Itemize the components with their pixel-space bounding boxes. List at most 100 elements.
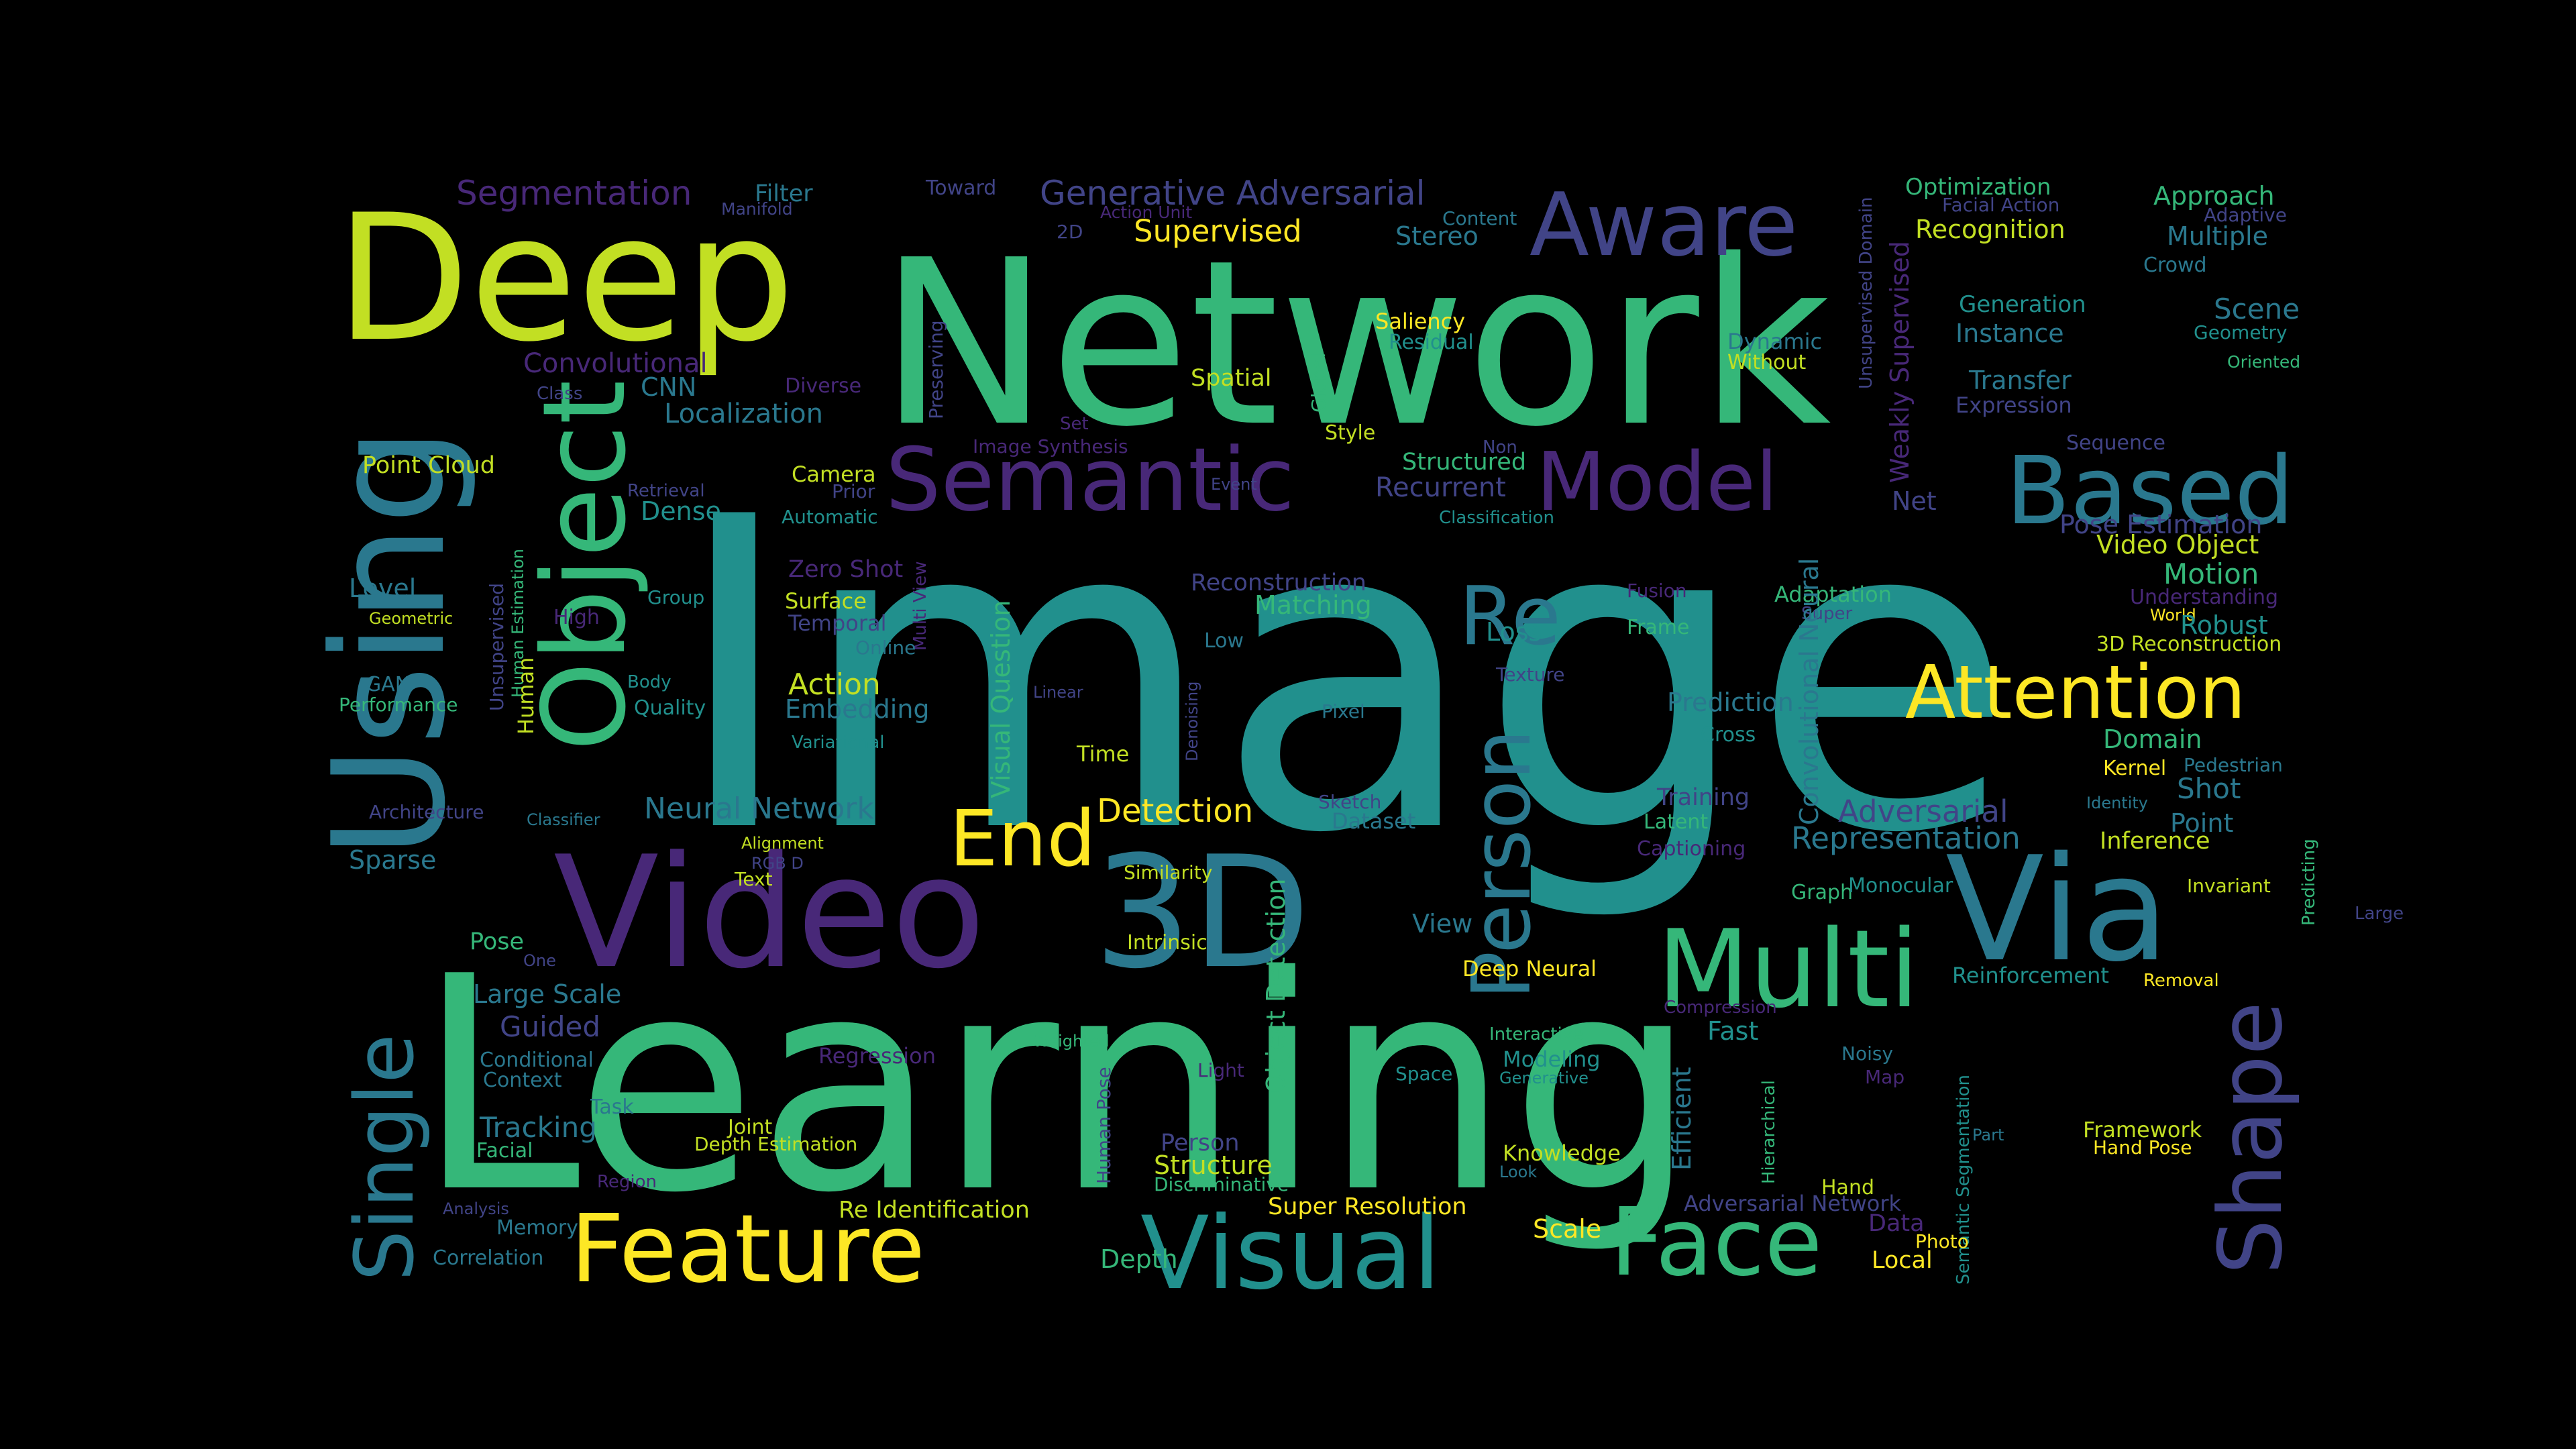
- word-robust: Robust: [2180, 610, 2268, 640]
- word-detection: Detection: [1097, 792, 1253, 830]
- word-classifier: Classifier: [527, 810, 600, 829]
- word-memory: Memory: [496, 1216, 578, 1240]
- word-text: Text: [734, 868, 773, 890]
- word-localization: Localization: [664, 398, 823, 429]
- word-pose: Pose: [470, 928, 524, 955]
- word-neural-network: Neural Network: [644, 792, 874, 826]
- word-2d: 2D: [1057, 221, 1083, 243]
- word-surface: Surface: [785, 588, 867, 614]
- word-cross: Cross: [1701, 723, 1756, 747]
- word-pedestrian: Pedestrian: [2184, 754, 2283, 776]
- word-frame: Frame: [1627, 616, 1689, 639]
- word-look: Look: [1499, 1163, 1537, 1181]
- word-re: Re: [1459, 570, 1561, 663]
- word-photo: Photo: [1915, 1230, 1969, 1252]
- word-reconstruction: Reconstruction: [1191, 570, 1366, 596]
- word-cnn: CNN: [641, 372, 696, 402]
- word-efficient: Efficient: [1667, 1067, 1697, 1171]
- word-region: Region: [597, 1172, 657, 1192]
- word-retrieval: Retrieval: [627, 481, 705, 501]
- word-aware: Aware: [1529, 174, 1798, 276]
- word-object-detection: Object Detection: [1261, 879, 1291, 1093]
- word-generative: Generative: [1499, 1069, 1589, 1087]
- word-point-cloud: Point Cloud: [362, 452, 495, 479]
- word-task: Task: [590, 1095, 634, 1119]
- word-understanding: Understanding: [2130, 586, 2278, 609]
- word-framework: Framework: [2083, 1117, 2202, 1142]
- word-geometry: Geometry: [2194, 321, 2288, 343]
- word-hand-pose: Hand Pose: [2093, 1136, 2192, 1159]
- word-adaptive: Adaptive: [2204, 204, 2287, 226]
- word-filter: Filter: [755, 180, 813, 207]
- word-variational: Variational: [792, 733, 885, 753]
- word-large: Large: [2355, 904, 2404, 924]
- word-manifold: Manifold: [721, 199, 793, 219]
- word-fusion: Fusion: [1627, 580, 1687, 602]
- word-toward: Toward: [925, 176, 996, 200]
- word-similarity: Similarity: [1124, 861, 1212, 883]
- word-sequence: Sequence: [2066, 431, 2165, 455]
- word-action-unit: Action Unit: [1100, 203, 1192, 222]
- word-space: Space: [1395, 1063, 1452, 1085]
- word-style: Style: [1325, 421, 1375, 445]
- word-predicting: Predicting: [2299, 839, 2319, 926]
- word-pose-estimation: Pose Estimation: [2059, 510, 2262, 539]
- word-super-resolution: Super Resolution: [1268, 1193, 1467, 1220]
- word-interactive: Interactive: [1489, 1024, 1583, 1044]
- word-optimization: Optimization: [1905, 174, 2051, 201]
- word-body: Body: [627, 672, 672, 692]
- word-view: View: [1412, 909, 1472, 938]
- word-prediction: Prediction: [1667, 688, 1794, 717]
- word-captioning: Captioning: [1637, 837, 1746, 861]
- word-regression: Regression: [818, 1043, 936, 1069]
- word-hierarchical: Hierarchical: [1759, 1080, 1779, 1184]
- word-map: Map: [1865, 1066, 1904, 1088]
- word-matching: Matching: [1254, 590, 1372, 620]
- word-content: Content: [1442, 207, 1517, 229]
- word-architecture: Architecture: [369, 801, 484, 823]
- word-intrinsic: Intrinsic: [1127, 931, 1208, 955]
- word-multi: Multi: [1657, 906, 1919, 1032]
- word-gan: GAN: [366, 673, 410, 696]
- word-low: Low: [1204, 629, 1244, 653]
- word-crowd: Crowd: [2143, 254, 2207, 277]
- word-saliency: Saliency: [1375, 309, 1465, 334]
- word-identity: Identity: [2086, 794, 2148, 812]
- word-shot: Shot: [2177, 772, 2241, 805]
- word-local: Local: [1872, 1247, 1933, 1274]
- word-non: Non: [1483, 437, 1517, 458]
- word-noisy: Noisy: [1841, 1042, 1893, 1065]
- word-dataset: Dataset: [1332, 808, 1415, 834]
- word-zero-shot: Zero Shot: [788, 556, 903, 583]
- word-re-identification: Re Identification: [839, 1197, 1030, 1224]
- word-stereo: Stereo: [1395, 221, 1479, 251]
- word-transfer: Transfer: [1968, 366, 2072, 395]
- word-tracking: Tracking: [479, 1111, 597, 1144]
- word-one: One: [523, 951, 556, 970]
- word-removal: Removal: [2143, 971, 2219, 991]
- word-video: Video: [553, 824, 985, 1003]
- word-motion: Motion: [2163, 557, 2259, 590]
- word-based: Based: [2006, 437, 2294, 546]
- word-level: Level: [349, 574, 416, 603]
- word-human: Human: [513, 657, 539, 735]
- word-segmentation: Segmentation: [456, 174, 692, 213]
- word-prior: Prior: [832, 480, 875, 502]
- word-recurrent: Recurrent: [1375, 472, 1506, 503]
- word-representation: Representation: [1791, 820, 2021, 856]
- word-light: Light: [1197, 1059, 1244, 1081]
- word-super: Super: [1801, 604, 1852, 624]
- word-multiple: Multiple: [2167, 221, 2268, 251]
- word-group: Group: [647, 586, 704, 608]
- word-shape: Shape: [2200, 1002, 2302, 1275]
- word-linear: Linear: [1033, 683, 1083, 702]
- word-oriented: Oriented: [2227, 352, 2300, 372]
- word-sketch: Sketch: [1318, 791, 1381, 813]
- word-training: Training: [1656, 784, 1750, 811]
- word-invariant: Invariant: [2187, 875, 2271, 897]
- word-compression: Compression: [1664, 998, 1777, 1018]
- word-via: Via: [1945, 825, 2169, 994]
- word-diverse: Diverse: [785, 374, 861, 398]
- word-adversarial: Adversarial: [1838, 794, 2008, 829]
